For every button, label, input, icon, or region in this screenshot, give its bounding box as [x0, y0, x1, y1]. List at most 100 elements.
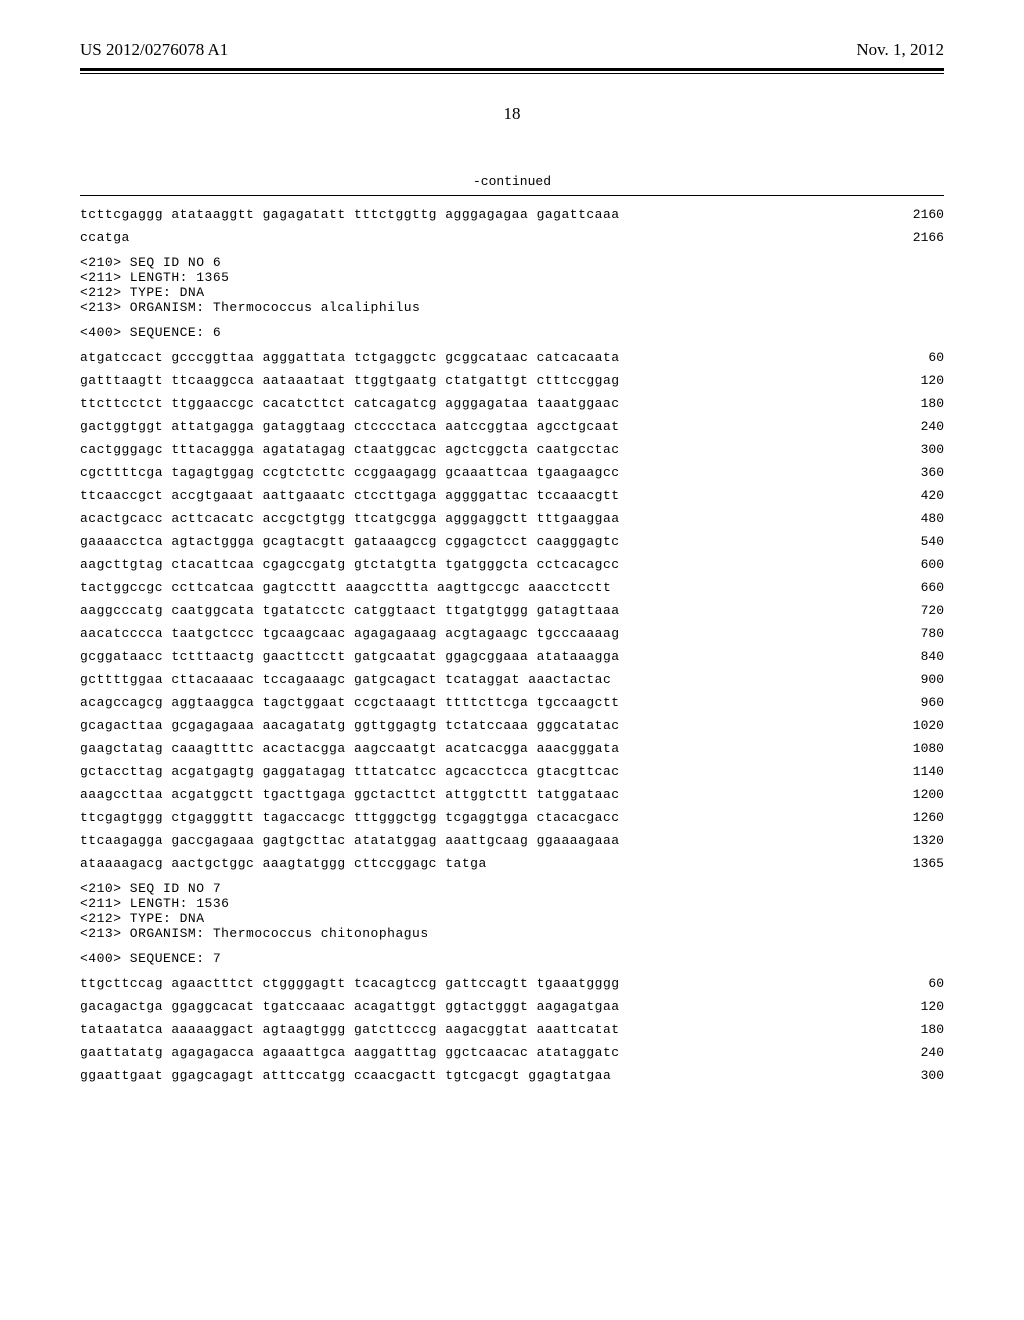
sequence-position: 60	[894, 351, 944, 364]
sequence-text: ttgcttccag agaactttct ctggggagtt tcacagt…	[80, 977, 620, 990]
metadata-line: <213> ORGANISM: Thermococcus chitonophag…	[80, 927, 944, 940]
sequence-text: cgcttttcga tagagtggag ccgtctcttc ccggaag…	[80, 466, 620, 479]
metadata-block: <400> SEQUENCE: 6	[80, 326, 944, 339]
sequence-position: 1200	[893, 788, 944, 801]
sequence-position: 1080	[893, 742, 944, 755]
sequence-line: gctaccttag acgatgagtg gaggatagag tttatca…	[80, 765, 944, 778]
sequence-position: 720	[894, 604, 944, 617]
sequence-position: 1140	[893, 765, 944, 778]
sequence-line: aaagccttaa acgatggctt tgacttgaga ggctact…	[80, 788, 944, 801]
sequence-line: aaggcccatg caatggcata tgatatcctc catggta…	[80, 604, 944, 617]
metadata-block: <210> SEQ ID NO 7 <211> LENGTH: 1536 <212>…	[80, 882, 944, 940]
sequence-text: tactggccgc ccttcatcaa gagtccttt aaagcctt…	[80, 581, 611, 594]
sequence-line: atgatccact gcccggttaa agggattata tctgagg…	[80, 351, 944, 364]
sequence-line: ataaaagacg aactgctggc aaagtatggg cttccgg…	[80, 857, 944, 870]
sequence-text: gcggataacc tctttaactg gaacttcctt gatgcaa…	[80, 650, 620, 663]
sequence-position: 660	[894, 581, 944, 594]
sequence-position: 240	[894, 1046, 944, 1059]
sequence-position: 780	[894, 627, 944, 640]
sequence-text: acactgcacc acttcacatc accgctgtgg ttcatgc…	[80, 512, 620, 525]
sequence-line: aacatcccca taatgctccc tgcaagcaac agagaga…	[80, 627, 944, 640]
continued-label: -continued	[80, 174, 944, 189]
sequence-position: 1320	[893, 834, 944, 847]
sequence-text: ttcttcctct ttggaaccgc cacatcttct catcaga…	[80, 397, 620, 410]
metadata-line: <400> SEQUENCE: 6	[80, 326, 944, 339]
header-divider	[80, 68, 944, 74]
sequence-text: aacatcccca taatgctccc tgcaagcaac agagaga…	[80, 627, 620, 640]
sequence-line: gatttaagtt ttcaaggcca aataaataat ttggtga…	[80, 374, 944, 387]
sequence-position: 60	[894, 977, 944, 990]
sequence-position: 1365	[893, 857, 944, 870]
sequence-line: gaattatatg agagagacca agaaattgca aaggatt…	[80, 1046, 944, 1059]
metadata-line: <210> SEQ ID NO 7	[80, 882, 944, 895]
publication-date: Nov. 1, 2012	[856, 40, 944, 60]
sequence-text: aaagccttaa acgatggctt tgacttgaga ggctact…	[80, 788, 620, 801]
sequence-line: ttcgagtggg ctgagggttt tagaccacgc tttgggc…	[80, 811, 944, 824]
metadata-line: <213> ORGANISM: Thermococcus alcaliphilu…	[80, 301, 944, 314]
sequence-text: ttcgagtggg ctgagggttt tagaccacgc tttgggc…	[80, 811, 620, 824]
sequence-text: gactggtggt attatgagga gataggtaag ctcccct…	[80, 420, 620, 433]
sequence-line: gcttttggaa cttacaaaac tccagaaagc gatgcag…	[80, 673, 944, 686]
sequence-line: gcagacttaa gcgagagaaa aacagatatg ggttgga…	[80, 719, 944, 732]
sequence-text: gaagctatag caaagttttc acactacgga aagccaa…	[80, 742, 620, 755]
sequence-divider-top	[80, 195, 944, 196]
sequence-text: gaattatatg agagagacca agaaattgca aaggatt…	[80, 1046, 620, 1059]
sequence-text: cactgggagc tttacaggga agatatagag ctaatgg…	[80, 443, 620, 456]
sequence-line: acactgcacc acttcacatc accgctgtgg ttcatgc…	[80, 512, 944, 525]
sequence-text: ataaaagacg aactgctggc aaagtatggg cttccgg…	[80, 857, 487, 870]
metadata-line: <212> TYPE: DNA	[80, 912, 944, 925]
metadata-block: <210> SEQ ID NO 6 <211> LENGTH: 1365 <212>…	[80, 256, 944, 314]
sequence-position: 600	[894, 558, 944, 571]
metadata-line: <211> LENGTH: 1536	[80, 897, 944, 910]
metadata-line: <210> SEQ ID NO 6	[80, 256, 944, 269]
sequence-text: gacagactga ggaggcacat tgatccaaac acagatt…	[80, 1000, 620, 1013]
sequence-position: 120	[894, 374, 944, 387]
sequence-text: tcttcgaggg atataaggtt gagagatatt tttctgg…	[80, 208, 620, 221]
sequence-text: acagccagcg aggtaaggca tagctggaat ccgctaa…	[80, 696, 620, 709]
sequence-line: gaaaacctca agtactggga gcagtacgtt gataaag…	[80, 535, 944, 548]
sequence-line: gactggtggt attatgagga gataggtaag ctcccct…	[80, 420, 944, 433]
sequence-line: ccatga2166	[80, 231, 944, 244]
sequence-position: 360	[894, 466, 944, 479]
sequence-position: 480	[894, 512, 944, 525]
sequence-text: gcttttggaa cttacaaaac tccagaaagc gatgcag…	[80, 673, 611, 686]
sequence-position: 960	[894, 696, 944, 709]
metadata-line: <400> SEQUENCE: 7	[80, 952, 944, 965]
sequence-line: ttcaagagga gaccgagaaa gagtgcttac atatatg…	[80, 834, 944, 847]
page-number: 18	[80, 104, 944, 124]
metadata-line: <211> LENGTH: 1365	[80, 271, 944, 284]
sequence-position: 180	[894, 1023, 944, 1036]
metadata-line: <212> TYPE: DNA	[80, 286, 944, 299]
sequence-position: 540	[894, 535, 944, 548]
sequence-text: ggaattgaat ggagcagagt atttccatgg ccaacga…	[80, 1069, 611, 1082]
sequence-text: gatttaagtt ttcaaggcca aataaataat ttggtga…	[80, 374, 620, 387]
sequence-position: 840	[894, 650, 944, 663]
sequence-line: ggaattgaat ggagcagagt atttccatgg ccaacga…	[80, 1069, 944, 1082]
page-header: US 2012/0276078 A1 Nov. 1, 2012	[80, 40, 944, 60]
sequence-text: aagcttgtag ctacattcaa cgagccgatg gtctatg…	[80, 558, 620, 571]
publication-number: US 2012/0276078 A1	[80, 40, 228, 60]
sequence-position: 300	[894, 443, 944, 456]
sequence-line: acagccagcg aggtaaggca tagctggaat ccgctaa…	[80, 696, 944, 709]
sequence-container: tcttcgaggg atataaggtt gagagatatt tttctgg…	[80, 208, 944, 1082]
sequence-text: aaggcccatg caatggcata tgatatcctc catggta…	[80, 604, 620, 617]
sequence-position: 2160	[893, 208, 944, 221]
sequence-text: ccatga	[80, 231, 130, 244]
sequence-text: gctaccttag acgatgagtg gaggatagag tttatca…	[80, 765, 620, 778]
sequence-line: cactgggagc tttacaggga agatatagag ctaatgg…	[80, 443, 944, 456]
sequence-line: tataatatca aaaaaggact agtaagtggg gatcttc…	[80, 1023, 944, 1036]
sequence-line: gacagactga ggaggcacat tgatccaaac acagatt…	[80, 1000, 944, 1013]
sequence-position: 180	[894, 397, 944, 410]
sequence-position: 300	[894, 1069, 944, 1082]
sequence-position: 900	[894, 673, 944, 686]
sequence-text: ttcaagagga gaccgagaaa gagtgcttac atatatg…	[80, 834, 620, 847]
sequence-text: gcagacttaa gcgagagaaa aacagatatg ggttgga…	[80, 719, 620, 732]
sequence-text: atgatccact gcccggttaa agggattata tctgagg…	[80, 351, 620, 364]
sequence-line: gcggataacc tctttaactg gaacttcctt gatgcaa…	[80, 650, 944, 663]
sequence-position: 240	[894, 420, 944, 433]
sequence-text: gaaaacctca agtactggga gcagtacgtt gataaag…	[80, 535, 620, 548]
sequence-line: gaagctatag caaagttttc acactacgga aagccaa…	[80, 742, 944, 755]
sequence-line: tactggccgc ccttcatcaa gagtccttt aaagcctt…	[80, 581, 944, 594]
sequence-line: ttcaaccgct accgtgaaat aattgaaatc ctccttg…	[80, 489, 944, 502]
sequence-position: 420	[894, 489, 944, 502]
